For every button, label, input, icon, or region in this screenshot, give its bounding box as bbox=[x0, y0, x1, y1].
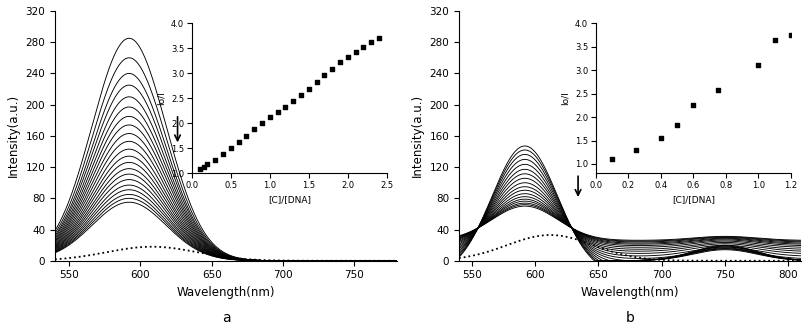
X-axis label: Wavelength(nm): Wavelength(nm) bbox=[581, 286, 680, 299]
Y-axis label: Intensity(a.u.): Intensity(a.u.) bbox=[411, 94, 424, 177]
Text: a: a bbox=[221, 311, 230, 325]
Text: b: b bbox=[625, 311, 634, 325]
Y-axis label: Intensity(a.u.): Intensity(a.u.) bbox=[7, 94, 20, 177]
X-axis label: Wavelength(nm): Wavelength(nm) bbox=[177, 286, 276, 299]
